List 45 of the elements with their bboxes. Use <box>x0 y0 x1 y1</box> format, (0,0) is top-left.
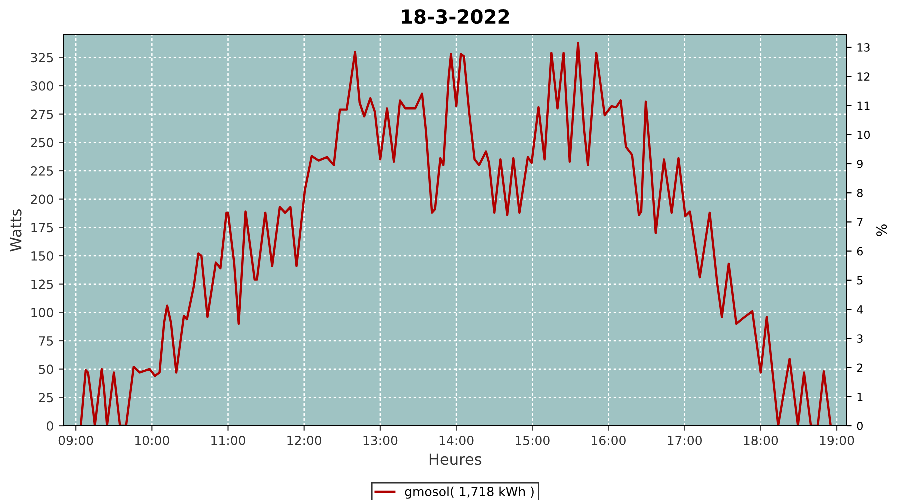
y2-tick-label: 5 <box>857 276 863 285</box>
y2-tick-label: 9 <box>857 160 863 168</box>
y-tick-label: 175 <box>32 223 54 233</box>
x-tick-label: 19:00 <box>820 436 854 446</box>
y2-tick-label: 6 <box>857 247 863 256</box>
y-tick-label: 300 <box>31 81 54 91</box>
line-series <box>80 42 832 426</box>
y2-tick-label: 4 <box>857 306 864 314</box>
legend-label: gmosol( 1,718 kWh ) <box>405 486 534 499</box>
y2-tick-label: 1 <box>858 393 863 402</box>
y-tick-label: 125 <box>32 280 54 290</box>
y2-tick-label: 10 <box>858 130 870 140</box>
x-tick-label: 17:00 <box>668 436 702 446</box>
x-tick-label: 14:00 <box>440 436 474 446</box>
y-tick-label: 275 <box>31 110 54 120</box>
y2-tick-label: 2 <box>857 364 863 372</box>
x-tick-label: 12:00 <box>288 436 322 446</box>
y-tick-label: 225 <box>31 166 54 176</box>
y-tick-label: 50 <box>39 364 54 374</box>
x-axis-title: Heures <box>430 454 482 466</box>
chart-title: 18-3-2022 <box>402 9 510 24</box>
x-tick-label: 18:00 <box>744 436 778 446</box>
x-tick-label: 11:00 <box>212 436 246 446</box>
y2-tick-label: 12 <box>858 72 870 81</box>
y2-tick-label: 11 <box>858 102 870 110</box>
x-tick-label: 13:00 <box>364 436 398 446</box>
y-tick-label: 325 <box>31 53 54 63</box>
y-tick-label: 200 <box>31 194 54 204</box>
y2-tick-label: 3 <box>857 334 863 344</box>
y-axis-title: Watts <box>10 210 22 252</box>
x-tick-label: 16:00 <box>592 436 626 446</box>
y2-tick-label: 13 <box>858 43 870 52</box>
x-tick-label: 10:00 <box>136 436 170 446</box>
y2-tick-label: 0 <box>857 422 863 430</box>
y2-tick-label: 8 <box>857 189 863 198</box>
x-tick-label: 09:00 <box>58 436 94 446</box>
y-tick-label: 75 <box>39 336 54 346</box>
y-tick-label: 0 <box>47 421 54 431</box>
y-tick-label: 150 <box>32 251 54 261</box>
y-tick-label: 250 <box>31 138 54 148</box>
x-tick-label: 15:00 <box>516 436 550 446</box>
y-tick-label: 25 <box>39 393 54 403</box>
y2-tick-label: 7 <box>858 218 863 226</box>
y-tick-label: 100 <box>32 308 54 318</box>
y2-axis-title: % <box>876 224 888 236</box>
